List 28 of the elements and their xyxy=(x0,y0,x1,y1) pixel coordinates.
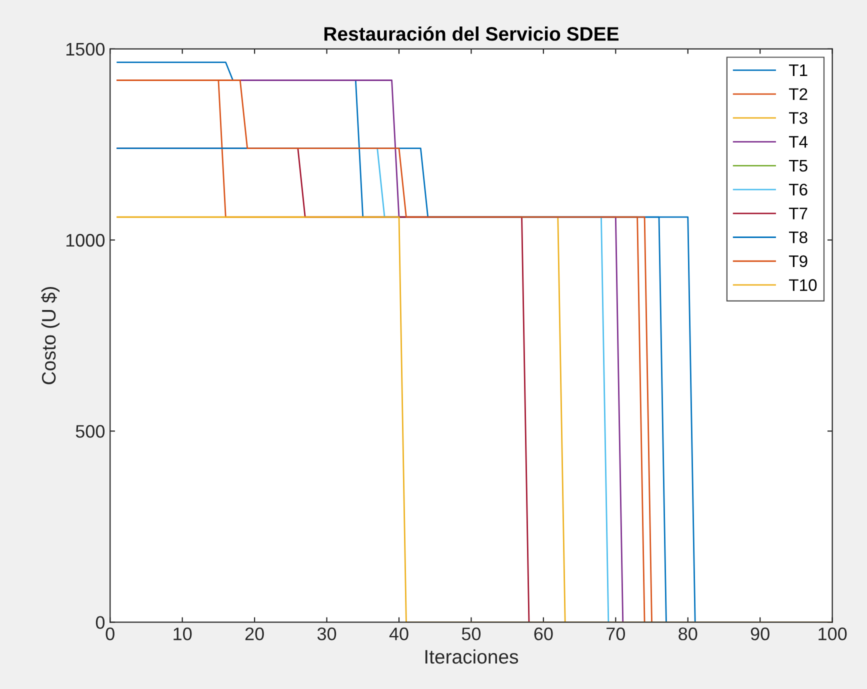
legend-label: T8 xyxy=(788,231,808,244)
x-tick-label: 0 xyxy=(106,628,114,640)
x-tick-label: 20 xyxy=(245,628,264,640)
legend-label: T6 xyxy=(788,184,808,196)
y-tick-label: 0 xyxy=(96,616,105,629)
legend-label: T5 xyxy=(788,160,808,172)
x-axis-title: Iteraciones xyxy=(425,649,518,664)
y-axis-title: Costo (U $) xyxy=(41,287,60,384)
legend-label: T7 xyxy=(788,208,808,220)
x-tick-label: 100 xyxy=(818,628,847,640)
x-tick-label: 40 xyxy=(389,628,408,640)
legend-label: T3 xyxy=(788,112,808,124)
chart-title: Restauración del Servicio SDEE xyxy=(324,26,619,41)
x-tick-label: 80 xyxy=(678,628,698,640)
legend-label: T4 xyxy=(788,136,808,148)
x-tick-label: 50 xyxy=(462,628,481,640)
legend-label: T9 xyxy=(788,255,808,268)
y-tick-label: 1500 xyxy=(66,42,105,56)
legend-label: T1 xyxy=(788,64,808,76)
x-tick-label: 10 xyxy=(174,628,192,640)
x-tick-label: 30 xyxy=(317,628,336,640)
legend-label: T10 xyxy=(788,279,817,291)
x-tick-label: 60 xyxy=(534,628,553,640)
y-tick-label: 1000 xyxy=(66,234,105,247)
y-tick-label: 500 xyxy=(76,425,105,438)
x-tick-label: 90 xyxy=(750,628,770,640)
x-tick-label: 70 xyxy=(606,628,625,640)
legend-label: T2 xyxy=(788,88,808,100)
